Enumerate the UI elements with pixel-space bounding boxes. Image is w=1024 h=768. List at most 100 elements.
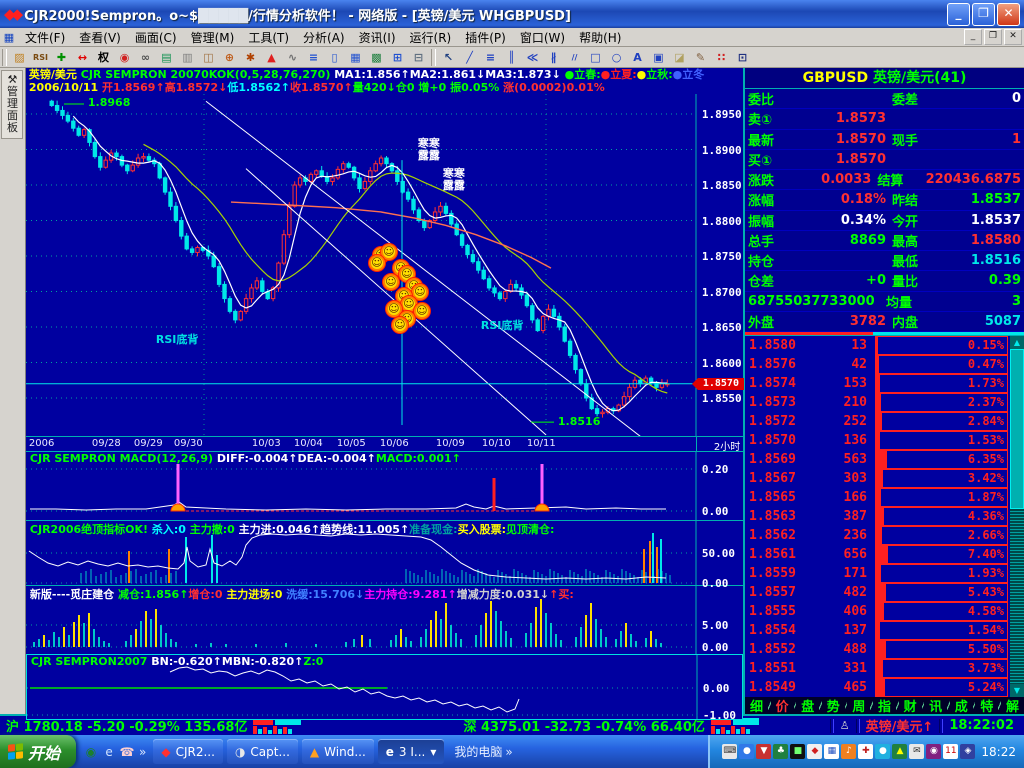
tray-icon[interactable]: ✉ [909,744,925,759]
scroll-down-icon[interactable]: ▼ [1010,684,1024,697]
calendar-icon[interactable]: ▤ [161,50,172,64]
rectangle-icon[interactable]: □ [590,50,601,64]
menu-item-9[interactable]: 窗口(W) [519,30,566,45]
menu-item-7[interactable]: 运行(R) [409,30,452,45]
menu-item-6[interactable]: 资讯(I) [358,30,396,45]
search-chart-icon[interactable]: ⊕ [224,50,235,64]
plug-icon[interactable]: ∿ [287,50,298,64]
menu-item-10[interactable]: 帮助(H) [579,30,622,45]
gann-fan-icon[interactable]: ≪ [526,50,539,64]
desktop-toolbar-label[interactable]: 我的电脑 [454,745,503,759]
tab-讯[interactable]: 讯 [929,700,943,715]
menu-item-3[interactable]: 管理(M) [190,30,235,45]
menu-item-0[interactable]: 文件(F) [25,30,66,45]
copy-icon[interactable]: ▣ [653,50,664,64]
tab-特[interactable]: 特 [980,700,994,715]
channel-icon[interactable]: ∦ [550,50,557,64]
ladder-row[interactable]: 1.8554 137 1.54% [745,621,1008,640]
mdi-close-button[interactable]: ✕ [1004,29,1022,46]
mdi-restore-button[interactable]: ❐ [984,29,1002,46]
ladder-row[interactable]: 1.8570 136 1.53% [745,431,1008,450]
tab-解[interactable]: 解 [1005,700,1019,715]
chart-grid-icon[interactable]: ▩ [371,50,382,64]
task-button-cjr[interactable]: ◆ CJR2... [153,739,223,764]
list-view-icon[interactable]: ≡ [308,50,319,64]
ladder-row[interactable]: 1.8573 210 2.37% [745,393,1008,412]
book-icon[interactable]: ◫ [203,50,214,64]
task-button-winamp[interactable]: ▲ Wind... [301,739,374,764]
ladder-row[interactable]: 1.8563 387 4.36% [745,507,1008,526]
menu-item-8[interactable]: 插件(P) [465,30,506,45]
ladder-row[interactable]: 1.8574 153 1.73% [745,374,1008,393]
ladder-row[interactable]: 1.8569 563 6.35% [745,450,1008,469]
macd-panel[interactable]: CJR SEMPRON MACD(12,26,9) DIFF:-0.004↑DE… [25,451,743,520]
tray-icon[interactable]: ◈ [960,744,976,759]
ladder-row[interactable]: 1.8565 166 1.87% [745,488,1008,507]
tab-指[interactable]: 指 [877,700,891,715]
mdi-minimize-button[interactable]: _ [964,29,982,46]
indicator-panel-2[interactable]: CJR2006绝顶指标OK! 杀入:0 主力撤:0 主力进:0.046↑趋势线:… [25,520,743,590]
main-chart[interactable]: 1.8950 1.8900 1.8850 1.8800 1.8750 1.8700 1.86… [25,94,744,436]
ladder-row[interactable]: 1.8580 13 0.15% [745,336,1008,355]
cursor-icon[interactable]: ↖ [443,50,454,64]
scroll-arrow-icon[interactable]: ↔ [77,50,88,64]
restore-button[interactable]: ❐ [972,2,995,26]
tray-icon[interactable]: ▦ [824,744,840,759]
menu-item-4[interactable]: 工具(T) [248,30,290,45]
tray-icon[interactable]: 11 [943,744,959,759]
open-chart-icon[interactable]: ▨ [14,50,25,64]
lock-pen-icon[interactable]: ✎ [695,50,706,64]
tab-价[interactable]: 价 [775,700,789,715]
save-icon[interactable]: ⊡ [737,50,748,64]
task-button-capture[interactable]: ◑ Capt... [226,739,298,764]
ladder-row[interactable]: 1.8555 406 4.58% [745,602,1008,621]
ladder-row[interactable]: 1.8576 42 0.47% [745,355,1008,374]
ladder-row[interactable]: 1.8552 488 5.50% [745,640,1008,659]
tab-周[interactable]: 周 [852,700,866,715]
tab-财[interactable]: 财 [903,700,917,715]
parallel-lines-icon[interactable]: // [571,52,578,62]
alarm-bell-icon[interactable]: ▲ [267,50,276,64]
tab-势[interactable]: 势 [826,700,840,715]
pages-icon[interactable]: ▥ [182,50,193,64]
quick-launch-icon-3[interactable]: ☎ [119,744,135,759]
binocular-icon[interactable]: ∞ [140,50,151,64]
palette-tool-icon[interactable]: ✱ [245,50,256,64]
tray-icon[interactable]: ● [875,744,891,759]
ladder-row[interactable]: 1.8572 252 2.84% [745,412,1008,431]
tray-icon[interactable]: ◉ [926,744,942,759]
trendline-icon[interactable]: ╱ [466,50,473,64]
menu-item-1[interactable]: 查看(V) [79,30,121,45]
ladder-row[interactable]: 1.8561 656 7.40% [745,545,1008,564]
quick-launch-icon-2[interactable]: e [105,744,113,759]
indicator-panel-3[interactable]: 新版----觅庄建仓 减仓:1.856↑增仓:0 主力进场:0 洗缓:15.70… [25,585,743,654]
tray-icon[interactable]: ♣ [773,744,789,759]
color-palette-icon[interactable]: ∷ [717,50,726,64]
traffic-light-icon[interactable]: ◉ [119,50,130,64]
tray-icon[interactable]: ▲ [892,744,908,759]
text-tool-icon[interactable]: A [633,50,642,64]
scrollbar-thumb[interactable] [1010,349,1024,509]
ladder-row[interactable]: 1.8551 331 3.73% [745,659,1008,678]
management-panel-button[interactable]: ⚒ 管理面板 [1,70,24,139]
quick-launch-icon-1[interactable]: ◉ [85,744,97,759]
ladder-row[interactable]: 1.8562 236 2.66% [745,526,1008,545]
ladder-row[interactable]: 1.8557 482 5.43% [745,583,1008,602]
vlines-icon[interactable]: ║ [508,50,515,64]
start-button[interactable]: 开始 [0,735,77,768]
tray-icon[interactable]: ● [739,744,755,759]
tray-icon[interactable]: ♪ [841,744,857,759]
tray-icon[interactable]: ✚ [858,744,874,759]
eraser-icon[interactable]: ◪ [674,50,685,64]
minimize-button[interactable]: _ [947,2,970,26]
rights-adjust-icon[interactable]: 权 [98,51,109,65]
quick-launch-overflow-chevron[interactable]: » [139,744,147,759]
ladder-row[interactable]: 1.8549 465 5.24% [745,678,1008,697]
menu-item-5[interactable]: 分析(A) [303,30,345,45]
hlines-icon[interactable]: ≡ [485,50,496,64]
tray-icon[interactable]: ⌨ [722,744,738,759]
chart-window-icon[interactable]: ▦ [350,50,361,64]
new-window-icon[interactable]: ⊞ [392,50,403,64]
columns-view-icon[interactable]: ▯ [331,50,338,64]
indicator-panel-4-selected[interactable]: CJR SEMPRON2007 BN:-0.620↑MBN:-0.820↑Z:0… [25,654,743,722]
